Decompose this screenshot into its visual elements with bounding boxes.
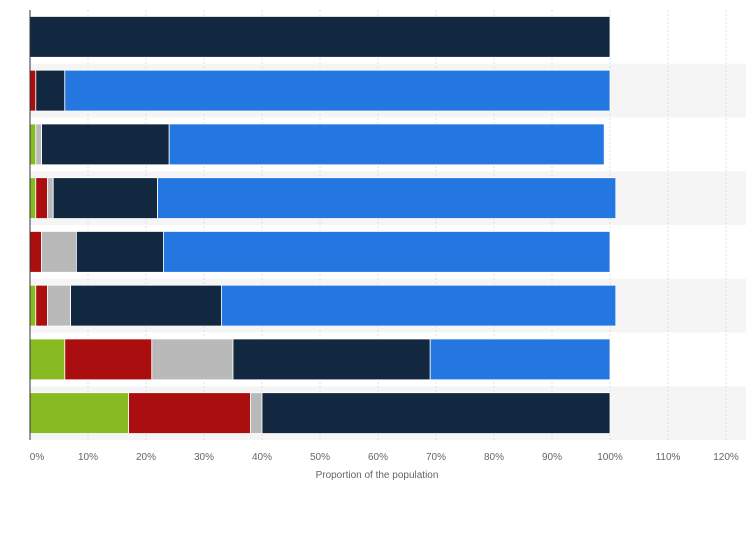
bar-segment[interactable] [29,69,37,112]
x-tick-label: 40% [252,452,272,463]
x-tick-label: 30% [194,452,214,463]
bar-segment[interactable] [35,284,48,327]
bar-segment[interactable] [41,123,170,166]
bar-segment[interactable] [249,392,263,434]
bar-segment[interactable] [41,231,77,273]
x-tick-label: 80% [484,452,504,463]
x-tick-label: 50% [310,452,330,463]
x-tick-label: 110% [656,452,681,463]
x-tick-label: 0% [30,452,45,463]
bar-segment[interactable] [64,69,611,112]
bar-segment[interactable] [29,231,43,273]
bar-segment[interactable] [35,69,66,112]
bar-segment[interactable] [29,16,611,58]
bar-segment[interactable] [29,177,37,219]
x-tick-label: 10% [78,452,98,463]
bar-segment[interactable] [47,284,72,327]
bar-segment[interactable] [29,123,37,166]
x-tick-label: 70% [426,452,446,463]
bar-segment[interactable] [70,284,222,327]
bar-segment[interactable] [261,392,611,434]
x-tick-label: 20% [136,452,156,463]
bar-segment[interactable] [35,177,48,219]
bar-segment[interactable] [162,231,611,273]
bar-segment[interactable] [128,392,251,434]
bar-segment[interactable] [151,338,234,381]
bar-segment[interactable] [157,177,617,219]
bar-segment[interactable] [64,338,153,381]
bar-segment[interactable] [429,338,611,381]
bar-segment[interactable] [35,123,42,166]
x-tick-label: 120% [713,452,739,463]
bar-segment[interactable] [52,177,159,219]
x-axis-title: Proportion of the population [316,470,439,481]
bar-segment[interactable] [29,392,129,434]
bar-segment[interactable] [220,284,617,327]
bar-segment[interactable] [232,338,431,381]
x-tick-label: 60% [368,452,388,463]
bar-segment[interactable] [76,231,164,273]
x-tick-label: 100% [597,452,623,463]
bar-segment[interactable] [29,338,66,381]
bar-segment[interactable] [47,177,54,219]
x-tick-label: 90% [542,452,562,463]
bar-segment[interactable] [168,123,605,166]
bar-segment[interactable] [29,284,37,327]
